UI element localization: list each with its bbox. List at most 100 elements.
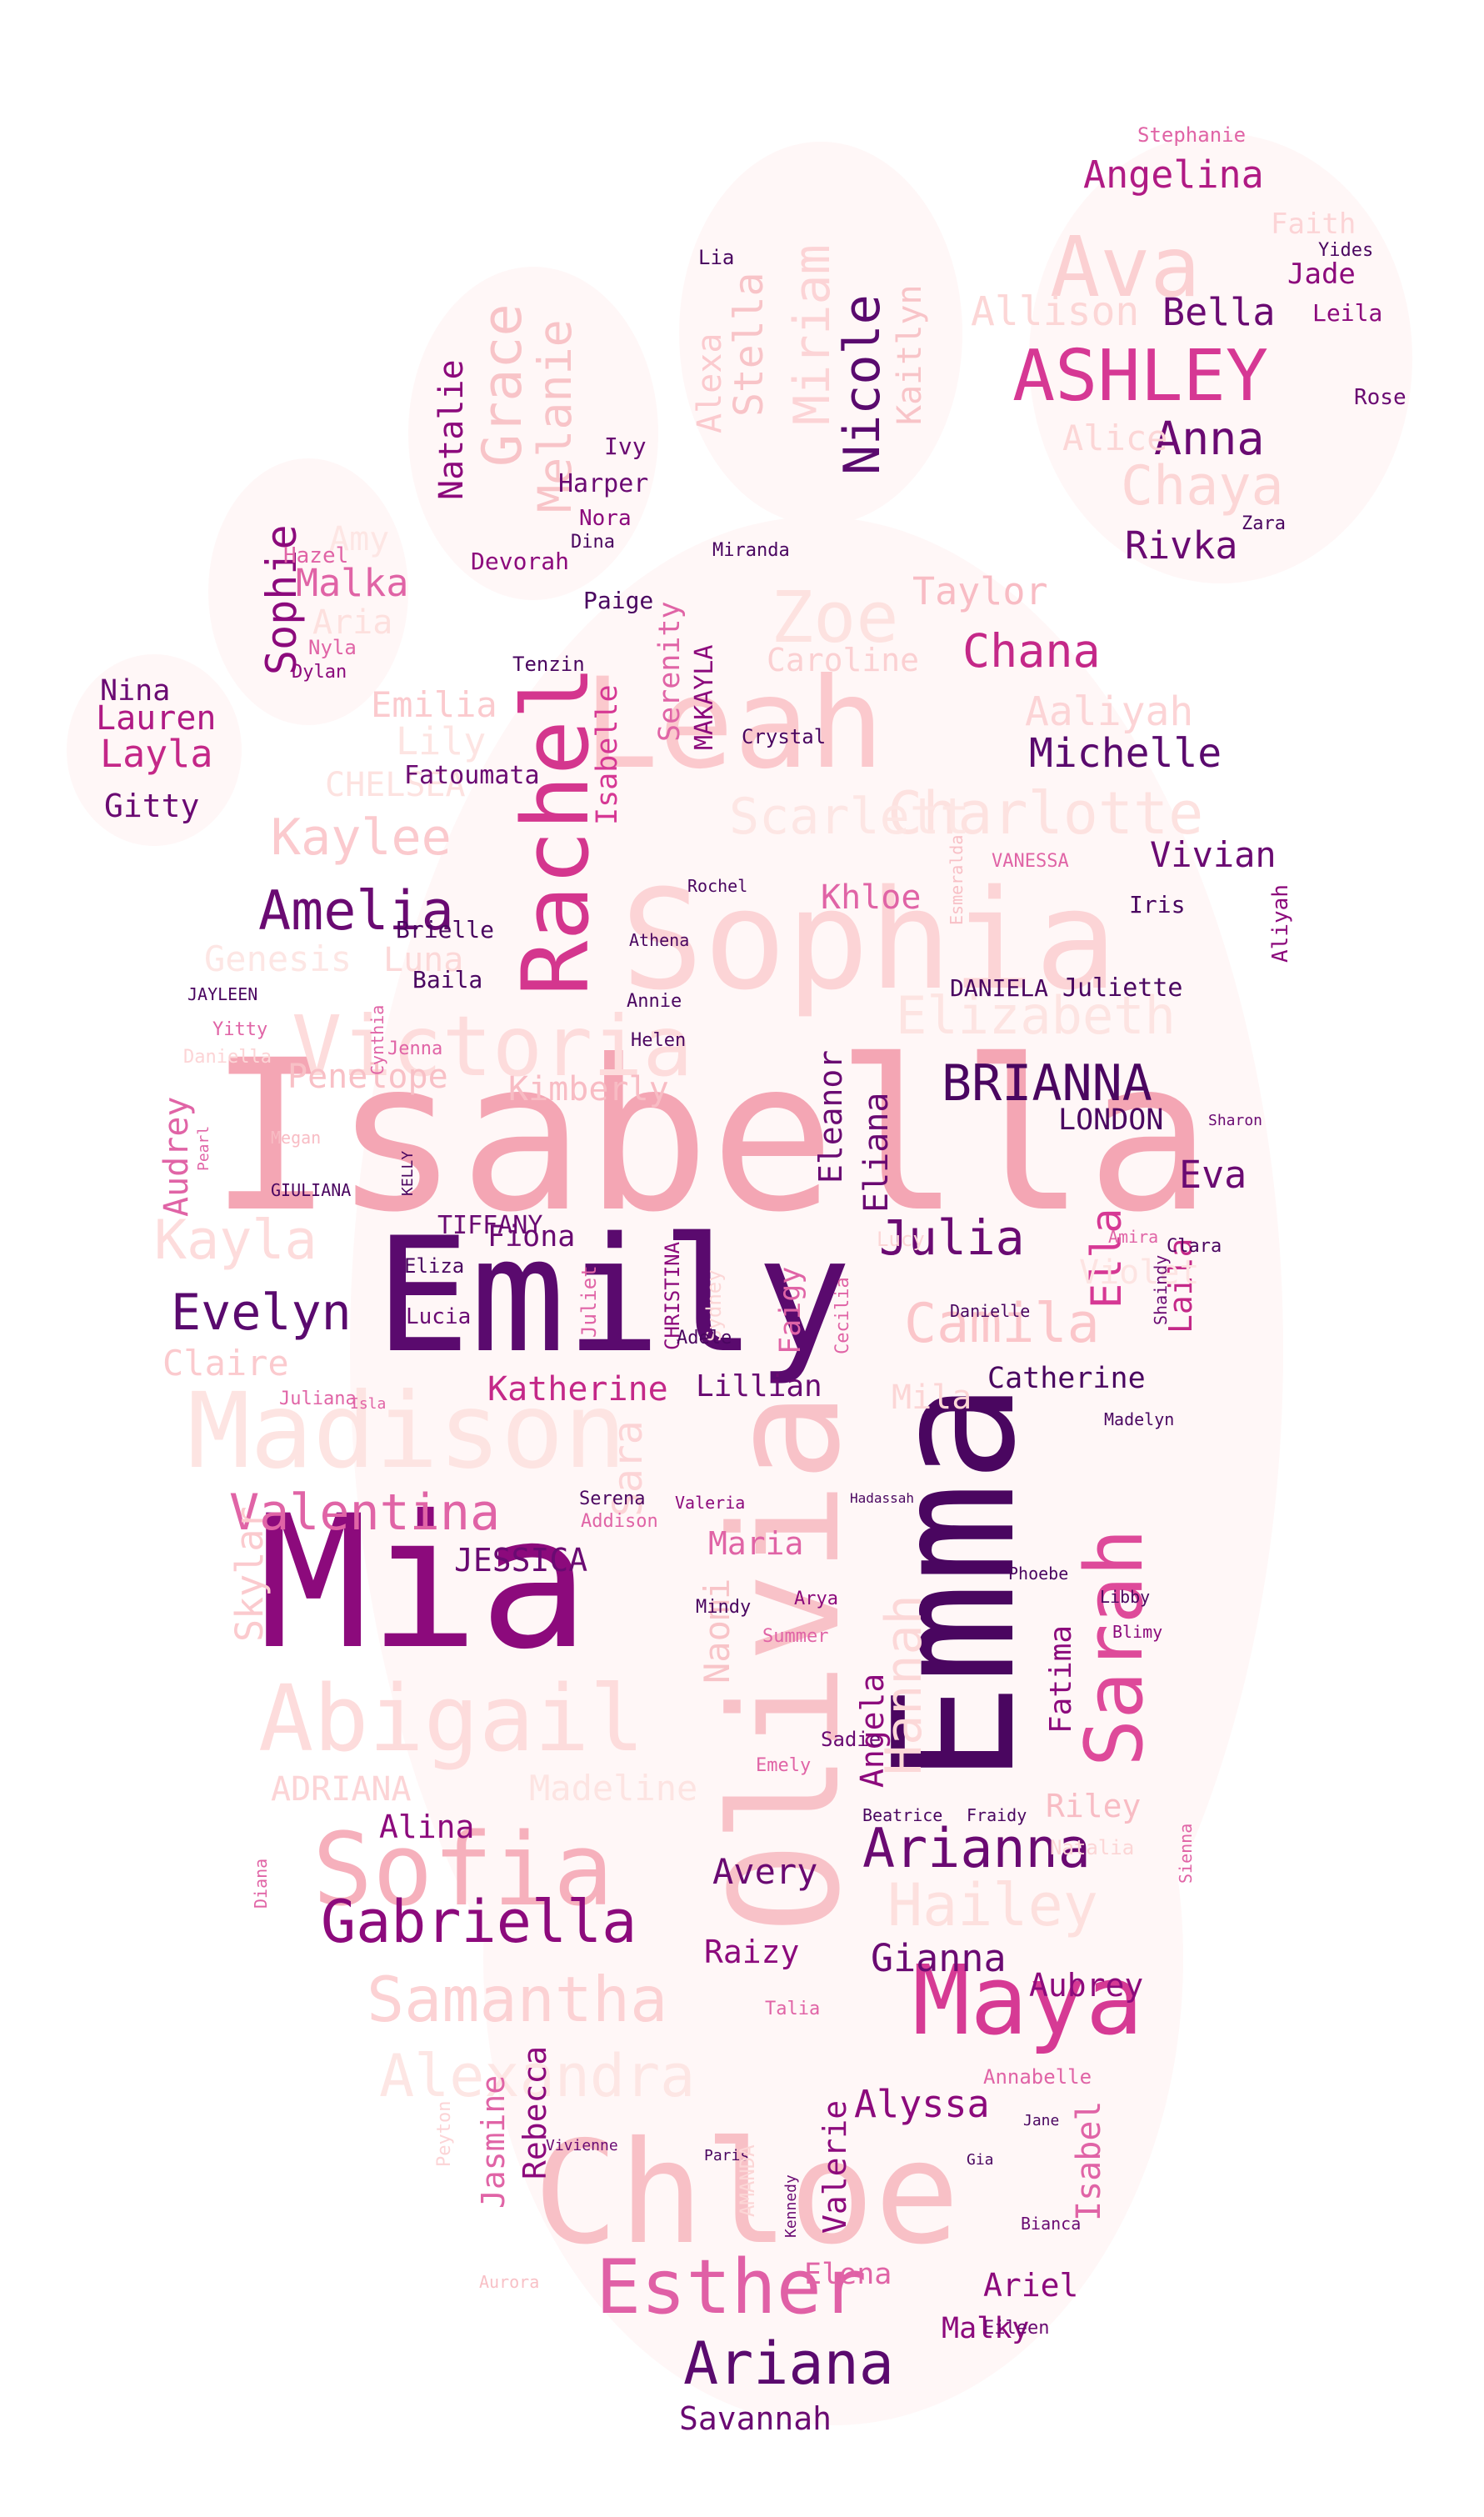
word-bella: Bella (1162, 290, 1275, 334)
word-aria: Aria (312, 603, 392, 642)
word-emely: Emely (756, 1755, 811, 1776)
word-yitty: Yitty (212, 1019, 267, 1040)
word-maya: Maya (912, 1945, 1143, 2057)
word-emily: Emily (375, 1203, 852, 1388)
word-skylar: Skylar (227, 1506, 272, 1642)
word-baila: Baila (412, 966, 482, 993)
word-riley: Riley (1046, 1788, 1141, 1824)
word-jasmine: Jasmine (475, 2075, 512, 2209)
word-eva: Eva (1179, 1153, 1247, 1197)
word-cynthia: Cynthia (367, 1005, 387, 1075)
word-rebecca: Rebecca (517, 2046, 553, 2179)
word-lauren: Lauren (96, 699, 217, 738)
word-vanessa: VANESSA (992, 851, 1069, 872)
word-tiffany: TIFFANY (437, 1211, 542, 1240)
word-lucia: Lucia (406, 1304, 471, 1329)
word-miriam: Miriam (783, 244, 842, 425)
word-serena: Serena (579, 1489, 645, 1509)
word-cecilia: Cecilia (832, 1277, 853, 1354)
word-luna: Luna (383, 941, 463, 979)
word-avery: Avery (712, 1851, 817, 1892)
word-jayleen: JAYLEEN (187, 984, 257, 1004)
word-alina: Alina (379, 1809, 474, 1845)
word-summer: Summer (762, 1626, 828, 1647)
word-zara: Zara (1242, 513, 1286, 534)
word-paige: Paige (583, 587, 653, 614)
word-khloe: Khloe (821, 878, 921, 917)
word-julia: Julia (879, 1209, 1025, 1266)
word-makayla: MAKAYLA (690, 645, 719, 750)
word-bianca: Bianca (1021, 2214, 1081, 2234)
word-valerie: Valerie (817, 2100, 853, 2234)
word-faigy: Faigy (774, 1267, 807, 1354)
word-naomi: Naomi (697, 1579, 737, 1684)
word-grace: Grace (472, 303, 534, 467)
word-melanie: Melanie (528, 319, 582, 513)
word-sienna: Sienna (1176, 1824, 1196, 1884)
word-angela: Angela (854, 1674, 891, 1788)
word-aubrey: Aubrey (1029, 1967, 1143, 2004)
word-eleanor: Eleanor (812, 1050, 849, 1183)
word-abigail: Abigail (258, 1665, 645, 1772)
word-raizy: Raizy (704, 1934, 799, 1970)
word-kelly: KELLY (399, 1151, 417, 1196)
word-addison: Addison (581, 1511, 658, 1532)
word-nora: Nora (579, 506, 632, 531)
word-audrey: Audrey (157, 1097, 196, 1218)
word-madison: Madison (187, 1371, 627, 1492)
word-rachel: Rachel (502, 665, 609, 996)
word-ivy: Ivy (604, 433, 647, 460)
word-peyton: Peyton (434, 2101, 455, 2167)
word-nina: Nina (100, 674, 170, 708)
word-adriana: ADRIANA (271, 1770, 412, 1809)
word-sadie: Sadie (821, 1728, 881, 1751)
word-juliette: Juliette (1062, 973, 1183, 1003)
word-chana: Chana (962, 624, 1101, 678)
word-esmeralda: Esmeralda (947, 835, 967, 925)
word-dina: Dina (571, 532, 615, 553)
word-hazel: Hazel (283, 543, 348, 568)
word-clara: Clara (1167, 1236, 1222, 1257)
word-olivia: Olivia (699, 1392, 873, 1934)
word-michelle: Michelle (1029, 730, 1222, 777)
word-eileen: Eileen (983, 2318, 1049, 2339)
word-amy: Amy (329, 520, 389, 558)
word-catherine: Catherine (987, 1362, 1146, 1395)
word-isla: Isla (350, 1395, 386, 1413)
word-megan: Megan (271, 1128, 321, 1148)
word-annabelle: Annabelle (983, 2065, 1092, 2089)
word-jade: Jade (1287, 258, 1356, 291)
word-nyla: Nyla (308, 636, 357, 659)
word-gia: Gia (967, 2151, 994, 2169)
word-aurora: Aurora (479, 2272, 539, 2292)
word-alexandra: Alexandra (379, 2042, 695, 2110)
word-zoe: Zoe (771, 577, 899, 659)
word-diana: Diana (251, 1859, 271, 1909)
word-annie: Annie (627, 991, 682, 1012)
word-mila: Mila (892, 1379, 972, 1417)
word-valentina: Valentina (229, 1484, 500, 1542)
word-katherine: Katherine (487, 1370, 668, 1409)
word-valeria: Valeria (675, 1493, 745, 1513)
word-samantha: Samantha (367, 1963, 667, 2036)
word-libby: Libby (1100, 1587, 1150, 1607)
word-rivka: Rivka (1125, 523, 1237, 568)
word-lillian: Lillian (696, 1369, 822, 1404)
word-lucy: Lucy (877, 1228, 925, 1251)
word-leah: Leah (583, 652, 884, 797)
word-violet: Violet (1079, 1253, 1200, 1292)
word-caroline: Caroline (767, 642, 919, 678)
word-kaitlyn: Kaitlyn (891, 284, 929, 425)
word-malky: Malky (942, 2312, 1029, 2345)
word-fatima: Fatima (1044, 1625, 1078, 1734)
word-vivian: Vivian (1150, 834, 1277, 875)
word-fiona: Fiona (487, 1220, 575, 1253)
word-harper: Harper (558, 469, 648, 498)
word-maria: Maria (708, 1525, 803, 1562)
word-aliyah: Aliyah (1268, 884, 1293, 963)
word-talia: Talia (765, 1999, 820, 2019)
word-ashley: ASHLEY (1012, 335, 1268, 418)
word-gianna: Gianna (871, 1936, 1007, 1980)
